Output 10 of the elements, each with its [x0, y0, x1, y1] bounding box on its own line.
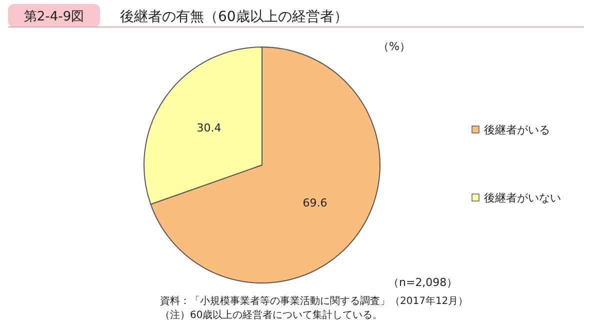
text: （%）	[378, 40, 410, 53]
legend-label: 後継者がいる	[484, 124, 550, 136]
text: 資料：「小規模事業者等の事業活動に関する調査」（2017年12月）	[160, 295, 468, 307]
data-label: 30.4	[196, 122, 222, 135]
legend-label: 後継者がいない	[484, 192, 561, 204]
data-label: 69.6	[302, 196, 328, 210]
text: （注）60歳以上の経営者について集計している。	[160, 309, 383, 321]
text: （n=2,098）	[388, 276, 458, 289]
chart-title: 後継者の有無（60歳以上の経営者）	[120, 9, 348, 25]
chart-subtitle: 第2-4-9図	[24, 10, 84, 24]
